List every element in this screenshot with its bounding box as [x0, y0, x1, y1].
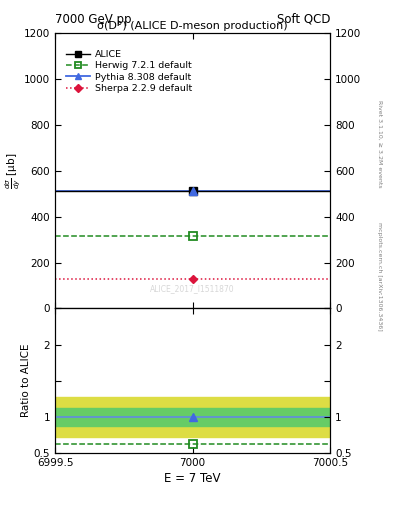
X-axis label: E = 7 TeV: E = 7 TeV	[164, 472, 221, 485]
Legend: ALICE, Herwig 7.2.1 default, Pythia 8.308 default, Sherpa 2.2.9 default: ALICE, Herwig 7.2.1 default, Pythia 8.30…	[62, 46, 196, 97]
Text: 7000 GeV pp: 7000 GeV pp	[55, 13, 132, 26]
Text: mcplots.cern.ch [arXiv:1306.3436]: mcplots.cern.ch [arXiv:1306.3436]	[377, 222, 382, 331]
Y-axis label: $\frac{d\sigma}{dy}$ [μb]: $\frac{d\sigma}{dy}$ [μb]	[4, 153, 22, 189]
Text: Soft QCD: Soft QCD	[277, 13, 330, 26]
Text: Rivet 3.1.10, ≥ 3.2M events: Rivet 3.1.10, ≥ 3.2M events	[377, 99, 382, 187]
Y-axis label: Ratio to ALICE: Ratio to ALICE	[21, 344, 31, 417]
Title: σ(D°) (ALICE D-meson production): σ(D°) (ALICE D-meson production)	[97, 21, 288, 31]
Text: ALICE_2017_I1511870: ALICE_2017_I1511870	[150, 285, 235, 293]
